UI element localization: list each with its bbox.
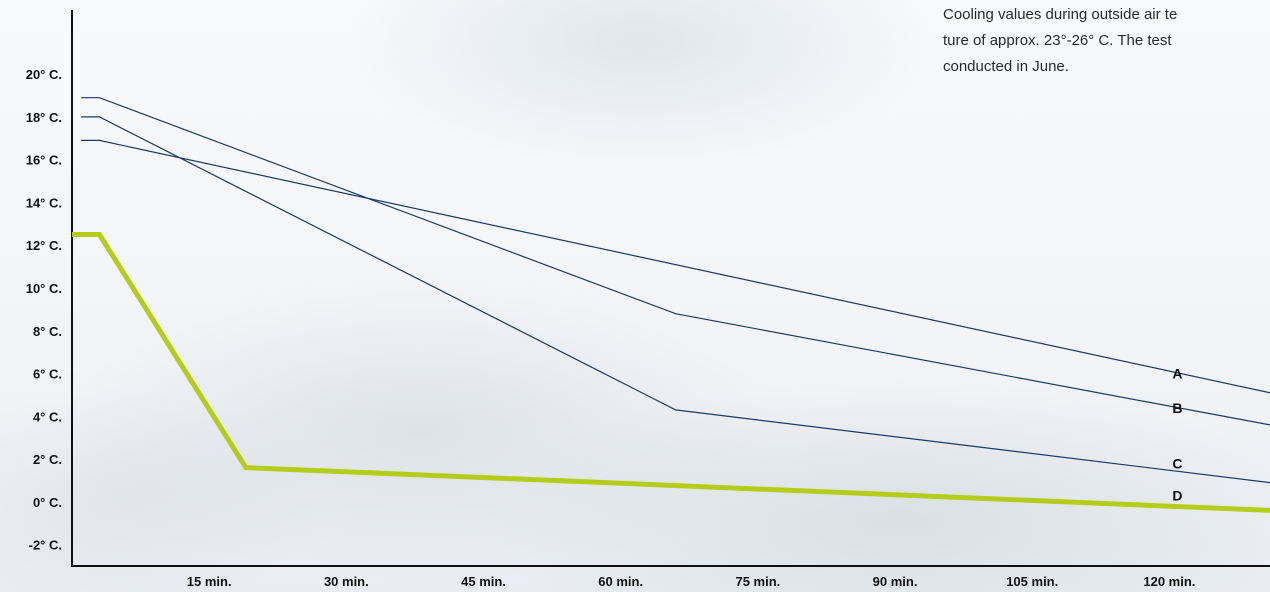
- series-line-c: [81, 116, 1270, 484]
- series-label-a: A: [1172, 366, 1182, 382]
- series-label-c: C: [1172, 455, 1182, 471]
- x-tick-label: 75 min.: [735, 574, 780, 589]
- x-tick-label: 105 min.: [1006, 574, 1058, 589]
- y-tick-label: 4° C.: [33, 409, 62, 424]
- y-tick-label: 20° C.: [26, 67, 62, 82]
- series-label-b: B: [1172, 400, 1182, 416]
- series-line-a: [81, 139, 1270, 394]
- y-tick-label: 18° C.: [26, 110, 62, 125]
- y-tick-label: -2° C.: [29, 538, 62, 553]
- y-tick-label: 8° C.: [33, 324, 62, 339]
- test-conditions-note: Cooling values during outside air te tur…: [943, 2, 1270, 80]
- x-tick-label: 90 min.: [873, 574, 918, 589]
- x-tick-label: 60 min.: [598, 574, 643, 589]
- x-tick-label: 120 min.: [1143, 574, 1195, 589]
- note-line: conducted in June.: [943, 58, 1069, 75]
- x-tick-label: 15 min.: [187, 574, 232, 589]
- y-tick-label: 2° C.: [33, 452, 62, 467]
- series-line-b: [81, 97, 1270, 426]
- note-line: Cooling values during outside air te: [943, 6, 1178, 23]
- y-tick-label: 14° C.: [26, 195, 62, 210]
- x-tick-label: 30 min.: [324, 574, 369, 589]
- y-tick-label: 6° C.: [33, 367, 62, 382]
- y-tick-label: 12° C.: [26, 238, 62, 253]
- series-label-d: D: [1172, 487, 1182, 503]
- x-tick-label: 45 min.: [461, 574, 506, 589]
- note-line: ture of approx. 23°-26° C. The test: [943, 32, 1172, 49]
- y-tick-label: 16° C.: [26, 153, 62, 168]
- series-line-d: [72, 232, 1270, 513]
- y-tick-label: 0° C.: [33, 495, 62, 510]
- y-tick-label: 10° C.: [26, 281, 62, 296]
